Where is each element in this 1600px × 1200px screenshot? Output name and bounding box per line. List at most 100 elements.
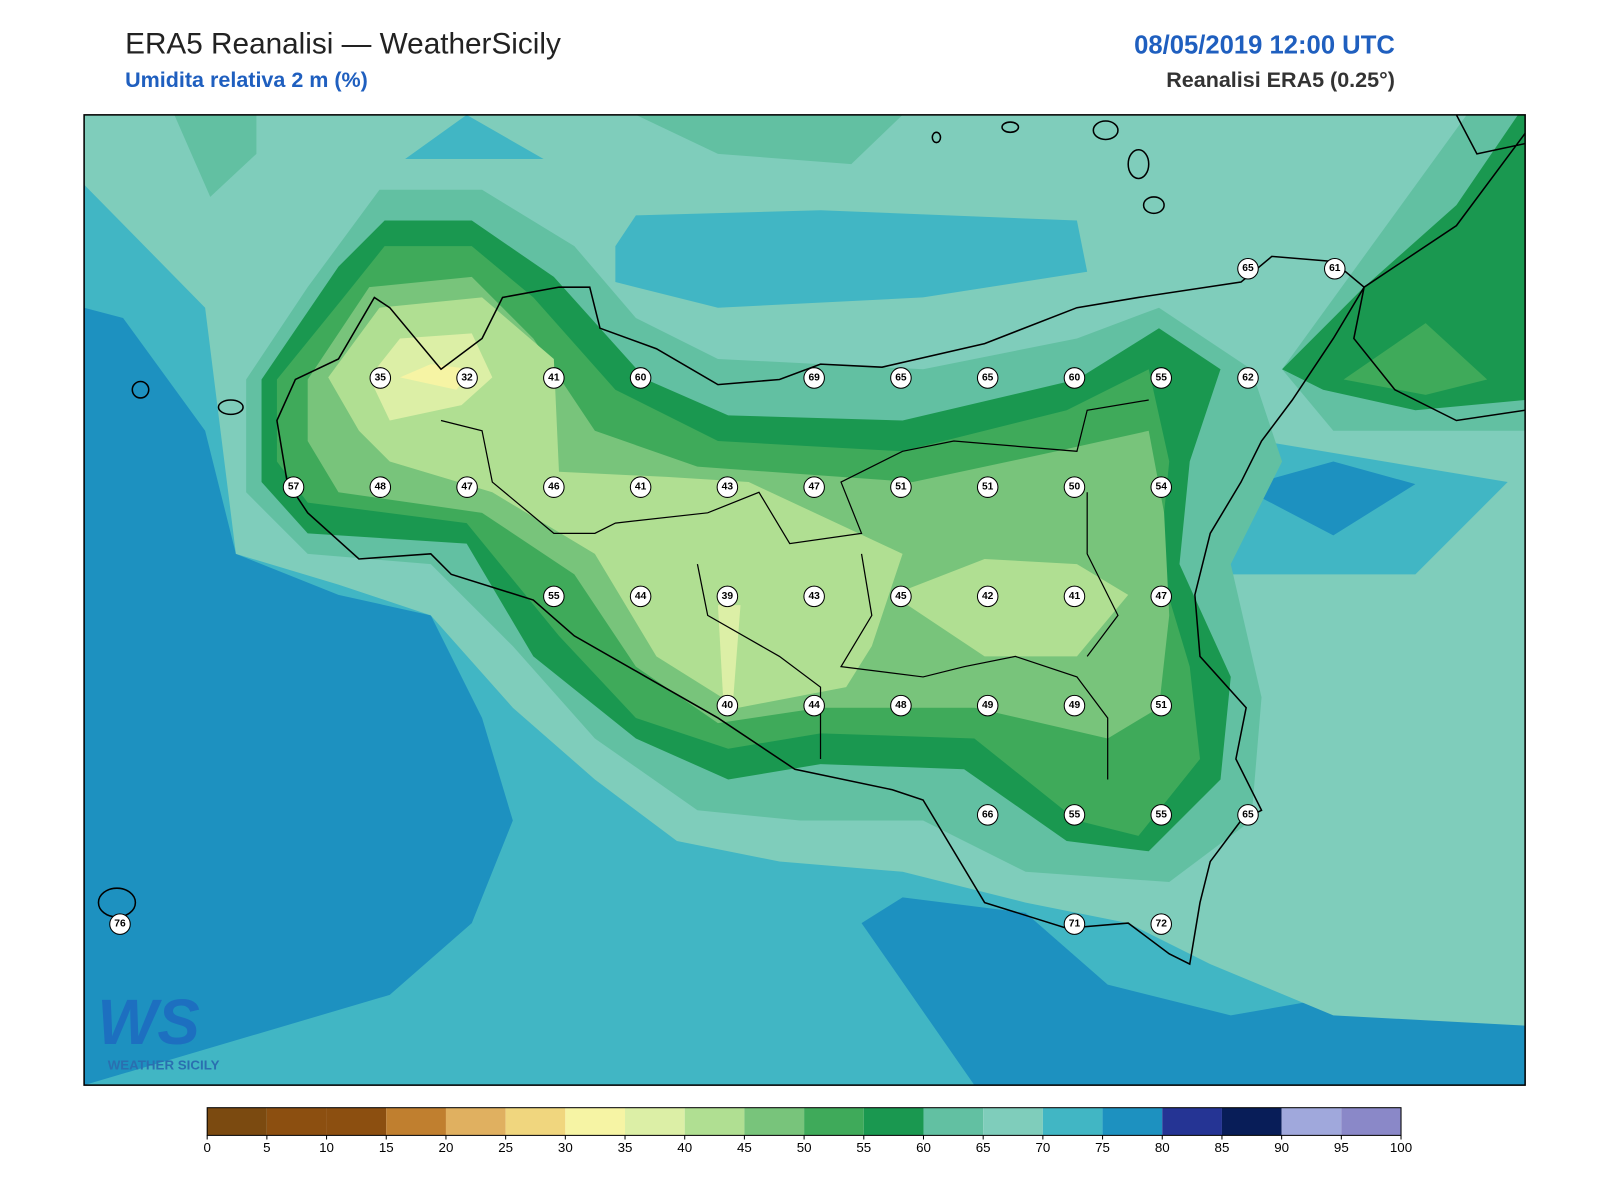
colorbar-tick-label: 90 bbox=[1274, 1140, 1289, 1155]
station-value: 43 bbox=[722, 482, 734, 493]
station-marker bbox=[1237, 804, 1259, 826]
station-marker bbox=[1150, 367, 1172, 389]
station-value: 46 bbox=[548, 482, 560, 493]
logo-mark: WS bbox=[97, 987, 199, 1058]
station-marker bbox=[629, 476, 652, 498]
colorbar-tick-label: 25 bbox=[498, 1140, 513, 1155]
station-value: 65 bbox=[982, 372, 994, 383]
station-marker bbox=[1063, 476, 1086, 498]
station-marker bbox=[1063, 913, 1086, 935]
station-value: 45 bbox=[895, 591, 907, 602]
station-marker bbox=[803, 367, 825, 389]
station-marker bbox=[976, 804, 999, 826]
station-marker bbox=[109, 913, 131, 935]
colorbar-bin bbox=[386, 1107, 446, 1136]
station-value: 50 bbox=[1069, 482, 1081, 493]
station-marker bbox=[1063, 804, 1086, 826]
station-marker bbox=[976, 476, 999, 498]
station-value: 47 bbox=[461, 482, 473, 493]
station-marker bbox=[282, 476, 305, 498]
station-value: 43 bbox=[808, 591, 820, 602]
station-value: 41 bbox=[1069, 591, 1081, 602]
station-marker bbox=[543, 476, 565, 498]
colorbar: 0 5 10 15 20 25 30 35 40 45 50 55 60 65 70 75 80 85 90 95 10… bbox=[203, 1107, 1412, 1155]
station-marker bbox=[543, 585, 565, 608]
colorbar-bin bbox=[1042, 1107, 1103, 1136]
map-frame bbox=[83, 114, 1526, 1086]
station-marker bbox=[803, 476, 825, 498]
station-marker bbox=[716, 585, 739, 608]
colorbar-tick-label: 30 bbox=[558, 1140, 573, 1155]
colorbar-bin bbox=[565, 1107, 626, 1136]
station-value: 71 bbox=[1069, 919, 1081, 930]
colorbar-bin bbox=[266, 1107, 327, 1136]
station-value: 51 bbox=[895, 482, 907, 493]
station-marker bbox=[543, 367, 565, 389]
contour-field bbox=[84, 114, 1526, 1086]
station-marker bbox=[1063, 694, 1086, 717]
colorbar-tick-label: 20 bbox=[439, 1140, 454, 1155]
station-value: 41 bbox=[635, 482, 647, 493]
station-value: 35 bbox=[375, 372, 387, 383]
station-value: 66 bbox=[982, 809, 994, 820]
colorbar-tick-label: 35 bbox=[618, 1140, 633, 1155]
station-marker bbox=[456, 367, 478, 389]
station-marker bbox=[1063, 367, 1086, 389]
logo-text: WEATHER SICILY bbox=[108, 1058, 220, 1073]
colorbar-bin bbox=[1341, 1107, 1402, 1136]
station-marker bbox=[1063, 585, 1086, 608]
station-marker bbox=[976, 585, 999, 608]
station-marker bbox=[716, 694, 739, 717]
station-marker bbox=[1150, 804, 1172, 826]
colorbar-bin bbox=[1102, 1107, 1163, 1136]
station-value: 55 bbox=[1156, 372, 1168, 383]
station-value: 60 bbox=[1069, 372, 1081, 383]
station-value: 47 bbox=[808, 482, 820, 493]
station-marker bbox=[890, 585, 912, 608]
station-value: 48 bbox=[375, 482, 387, 493]
colorbar-tick-label: 45 bbox=[737, 1140, 752, 1155]
datetime: 08/05/2019 12:00 UTC bbox=[1134, 31, 1395, 59]
station-marker bbox=[456, 476, 478, 498]
station-marker bbox=[369, 476, 392, 498]
station-value: 51 bbox=[982, 482, 994, 493]
station-value: 55 bbox=[1156, 809, 1168, 820]
colorbar-bin bbox=[625, 1107, 685, 1136]
source: Reanalisi ERA5 (0.25°) bbox=[1166, 68, 1395, 92]
station-marker bbox=[629, 585, 652, 608]
station-value: 51 bbox=[1156, 700, 1168, 711]
title: ERA5 Reanalisi — WeatherSicily bbox=[125, 27, 561, 60]
colorbar-bin bbox=[207, 1107, 267, 1136]
colorbar-tick-label: 70 bbox=[1035, 1140, 1050, 1155]
colorbar-tick-label: 80 bbox=[1155, 1140, 1170, 1155]
station-value: 76 bbox=[114, 919, 126, 930]
station-value: 65 bbox=[895, 372, 907, 383]
station-value: 62 bbox=[1242, 372, 1254, 383]
colorbar-tick-label: 50 bbox=[797, 1140, 812, 1155]
station-marker bbox=[1150, 476, 1172, 498]
colorbar-tick-label: 100 bbox=[1390, 1140, 1412, 1155]
colorbar-tick-label: 5 bbox=[263, 1140, 270, 1155]
station-value: 49 bbox=[982, 700, 994, 711]
colorbar-bin bbox=[923, 1107, 984, 1136]
station-value: 49 bbox=[1069, 700, 1081, 711]
colorbar-bin bbox=[863, 1107, 924, 1136]
colorbar-bin bbox=[744, 1107, 805, 1136]
station-value: 48 bbox=[895, 700, 907, 711]
colorbar-tick-label: 65 bbox=[976, 1140, 991, 1155]
colorbar-bin bbox=[1162, 1107, 1222, 1136]
station-marker bbox=[1150, 694, 1172, 717]
station-value: 61 bbox=[1329, 263, 1341, 274]
colorbar-tick-label: 85 bbox=[1215, 1140, 1230, 1155]
colorbar-bin bbox=[983, 1107, 1043, 1136]
station-value: 40 bbox=[722, 700, 734, 711]
station-value: 65 bbox=[1242, 809, 1254, 820]
colorbar-tick-label: 15 bbox=[379, 1140, 394, 1155]
station-value: 60 bbox=[635, 372, 647, 383]
colorbar-bin bbox=[445, 1107, 506, 1136]
colorbar-bin bbox=[505, 1107, 566, 1136]
station-marker bbox=[890, 694, 912, 717]
colorbar-tick-label: 0 bbox=[203, 1140, 210, 1155]
station-marker bbox=[1237, 257, 1259, 280]
